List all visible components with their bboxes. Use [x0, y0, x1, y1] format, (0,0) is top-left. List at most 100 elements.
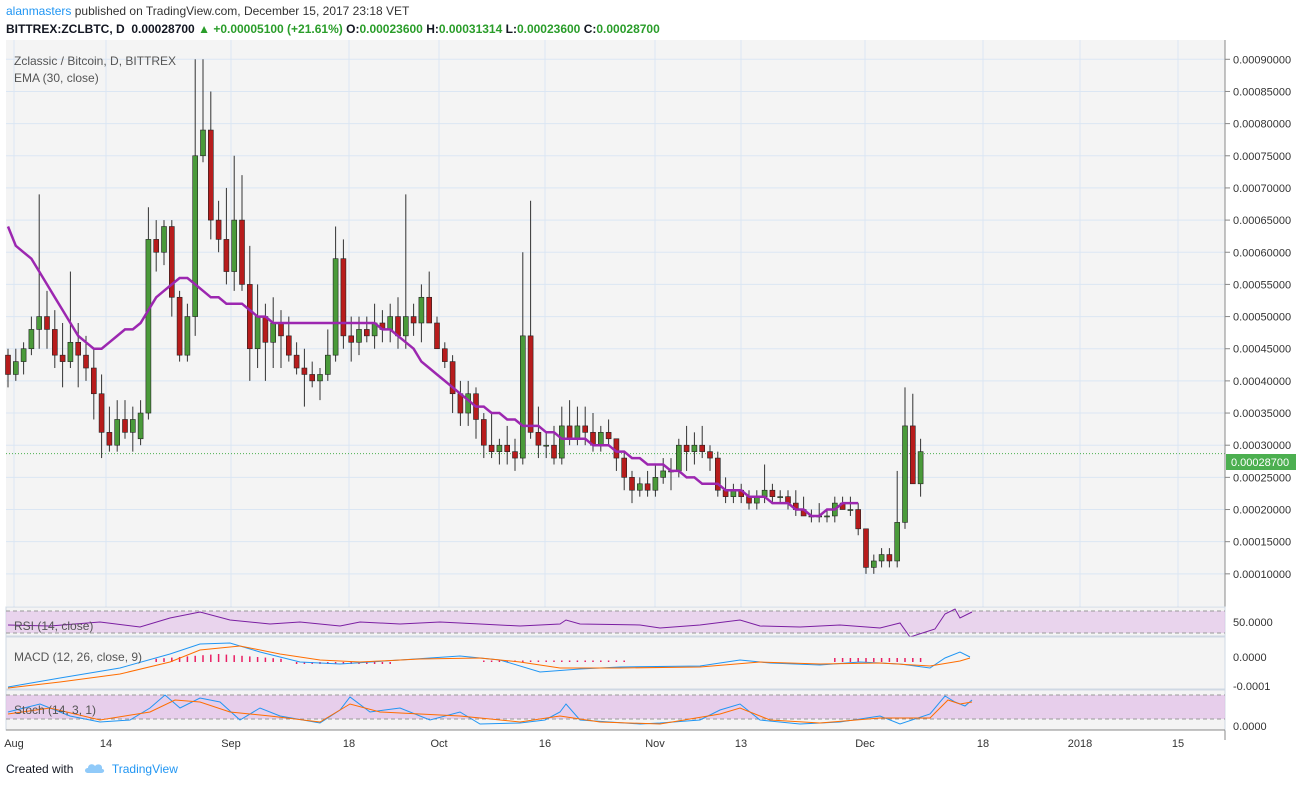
time-tick-label: Nov [645, 738, 665, 750]
price-tick-label: 0.00085000 [1233, 86, 1291, 98]
time-tick-label: 18 [977, 738, 989, 750]
candle-up [192, 155, 198, 317]
macd-axis-zero: 0.0000 [1233, 652, 1267, 664]
candle-up [574, 425, 581, 440]
candle-up [777, 496, 784, 498]
candle-down [629, 477, 635, 491]
candle-up [200, 129, 206, 157]
candle-up [114, 419, 120, 446]
time-tick-label: 2018 [1068, 738, 1092, 750]
price-tick-label: 0.00080000 [1233, 119, 1291, 131]
candle-down [434, 322, 440, 350]
open-value: 0.00023600 [359, 22, 423, 36]
candle-down [208, 129, 214, 221]
candle-up [387, 316, 394, 330]
time-tick-label: 14 [100, 738, 112, 750]
stoch-d-line [7, 699, 973, 725]
candle-down [262, 316, 269, 343]
time-tick-label: Sep [221, 738, 241, 750]
candle-down [613, 438, 620, 459]
candle-up [20, 348, 27, 362]
candle-down [527, 335, 534, 433]
price-tick-label: 0.00055000 [1233, 279, 1291, 291]
candle-up [636, 483, 643, 491]
candle-up [332, 258, 339, 356]
author-link[interactable]: alanmasters [6, 4, 72, 18]
candle-down [340, 258, 347, 337]
candle-up [675, 444, 682, 472]
candle-down [293, 354, 300, 369]
time-tick-label: Oct [430, 738, 447, 750]
candle-down [582, 425, 589, 433]
candle-down [909, 425, 916, 485]
candle-up [67, 341, 74, 362]
rsi-line [7, 608, 973, 638]
price-tick-label: 0.00065000 [1233, 215, 1291, 227]
time-tick-label: 16 [539, 738, 551, 750]
candle-down [5, 354, 11, 375]
price-tick-label: 0.00030000 [1233, 440, 1291, 452]
macd-panel [5, 636, 1226, 690]
chart-title: Zclassic / Bitcoin, D, BITTREX [14, 54, 176, 68]
candle-down [714, 457, 721, 491]
candle-up [465, 393, 472, 414]
candle-down [855, 509, 862, 530]
candle-up [847, 509, 854, 511]
candle-down [504, 444, 511, 452]
time-tick-label: Aug [4, 738, 24, 750]
candle-up [13, 361, 19, 375]
rsi-band [6, 611, 1225, 633]
candle-up [824, 515, 830, 518]
candle-up [878, 554, 885, 562]
candle-down [480, 419, 487, 446]
candle-down [98, 393, 105, 433]
up-arrow-icon: ▲ [198, 22, 210, 36]
price-tick-label: 0.00040000 [1233, 376, 1291, 388]
price-axis[interactable]: 0.00090000 0.00085000 0.00080000 0.00075000… [1225, 54, 1291, 581]
candle-down [75, 341, 81, 356]
candle-down [683, 444, 690, 452]
publish-text: published on TradingView.com, December 1… [74, 4, 410, 18]
tradingview-link[interactable]: TradingView [111, 762, 178, 776]
stoch-band [6, 695, 1225, 719]
candle-down [59, 354, 66, 362]
price-tick-label: 0.00010000 [1233, 569, 1291, 581]
candle-down [605, 432, 612, 440]
time-tick-label: 13 [735, 738, 747, 750]
candle-up [418, 296, 425, 324]
candle-up [917, 451, 924, 485]
candle-down [83, 354, 89, 369]
candle-up [660, 470, 667, 478]
candle-up [161, 226, 167, 253]
tradingview-cloud-icon [83, 762, 105, 777]
candle-down [153, 239, 159, 253]
candle-down [215, 219, 222, 240]
candle-down [51, 329, 58, 356]
candle-down [769, 489, 776, 497]
candle-up [519, 335, 526, 459]
chart[interactable]: Zclassic / Bitcoin, D, BITTREX EMA (30, … [0, 40, 1300, 758]
time-axis[interactable]: Aug 14 Sep 18 Oct 16 Nov 13 Dec 18 2018 15 [4, 738, 1184, 750]
candle-down [363, 329, 370, 337]
macd-histogram [155, 654, 922, 664]
price-tick-label: 0.00020000 [1233, 505, 1291, 517]
symbol: BITTREX:ZCLBTC, D [6, 22, 125, 36]
candle-up [356, 329, 362, 343]
macd-axis-neg: -0.0001 [1233, 681, 1270, 693]
high-label: H: [426, 22, 439, 36]
price-tick-label: 0.00045000 [1233, 344, 1291, 356]
candle-up [902, 425, 908, 523]
candle-down [449, 361, 456, 395]
candle-down [91, 367, 97, 395]
candle-up [270, 322, 277, 343]
candle-up [543, 444, 550, 447]
stoch-axis-label: 0.0000 [1233, 721, 1267, 733]
macd-signal-line [7, 645, 971, 689]
candle-down [535, 432, 542, 446]
candle-down [106, 432, 113, 446]
candle-up [324, 354, 331, 375]
candle-down [699, 444, 706, 452]
candle-down [886, 554, 893, 562]
candle-down [488, 444, 495, 452]
candle-up [402, 316, 409, 337]
